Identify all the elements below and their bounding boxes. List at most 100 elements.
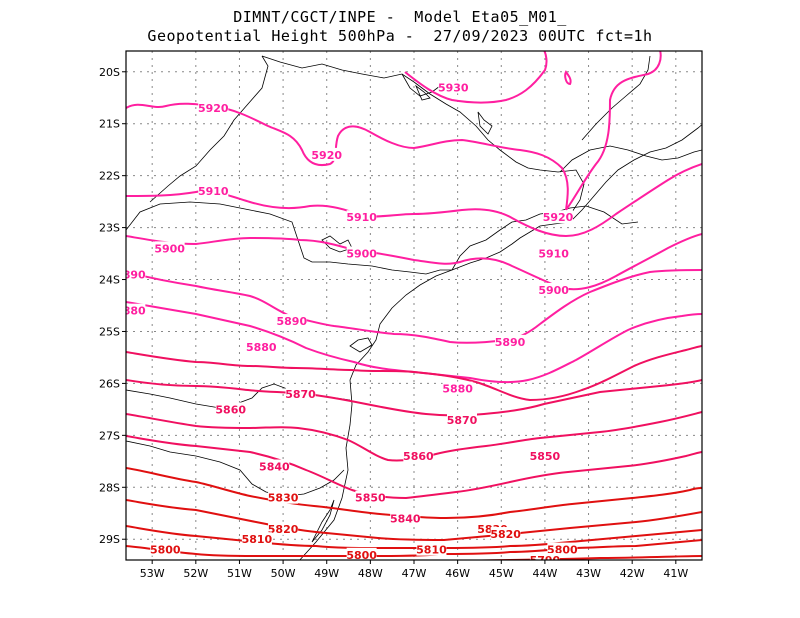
contour-label-bg	[215, 402, 246, 416]
lat-label: 24S	[99, 274, 120, 287]
lat-label: 25S	[99, 325, 120, 338]
contour-label-5880: 5880	[246, 341, 277, 354]
contour-label-bg	[543, 210, 573, 224]
contour-label-bg	[268, 521, 299, 535]
contour-label-5900: 5900	[538, 284, 569, 297]
contour-5880	[126, 301, 702, 384]
contour-label-5910: 5910	[198, 185, 229, 198]
contour-label-bg	[403, 449, 434, 463]
contour-5820	[126, 499, 702, 542]
contour-label-5890: 5890	[115, 268, 146, 281]
contour-label-bg	[126, 267, 146, 281]
contour-label-bg	[442, 381, 473, 395]
contour-label-bg	[259, 459, 290, 473]
contour-label-bg	[198, 184, 229, 198]
contour-label-bg	[241, 532, 272, 546]
contour-label-5890: 5890	[495, 336, 526, 349]
contour-label-bg	[355, 490, 386, 504]
contour-5910	[126, 163, 702, 238]
contour-5930	[564, 70, 572, 86]
lon-label: 46W	[445, 567, 470, 580]
contour-label-bg	[447, 412, 477, 426]
contour-label-5870: 5870	[285, 388, 316, 401]
contour-label-5800: 5800	[150, 544, 181, 557]
contour-label-5820: 5820	[268, 523, 299, 536]
contour-label-5840: 5840	[259, 461, 290, 474]
contour-label-bg	[346, 547, 377, 560]
contour-label-bg	[246, 340, 277, 354]
lon-label: 45W	[489, 567, 514, 580]
reservoir	[477, 111, 493, 135]
contour-label-5810: 5810	[416, 544, 447, 557]
lon-label: 49W	[314, 567, 339, 580]
contour-label-5850: 5850	[355, 492, 386, 505]
contour-5870	[126, 345, 702, 402]
contour-label-5810: 5810	[242, 533, 273, 546]
lon-label: 53W	[140, 567, 165, 580]
contour-label-5830: 5830	[268, 492, 299, 505]
contour-label-bg	[198, 101, 229, 115]
contour-label-bg	[346, 210, 377, 224]
lat-label: 29S	[99, 533, 120, 546]
contour-label-5880: 5880	[442, 383, 473, 396]
state-border	[149, 55, 269, 203]
state-border	[261, 55, 585, 221]
contour-label-bg	[346, 246, 377, 260]
contour-label-5870: 5870	[447, 414, 478, 427]
lon-label: 50W	[271, 567, 296, 580]
contour-label-5860: 5860	[215, 403, 246, 416]
grid-lines	[126, 51, 702, 560]
lon-label: 51W	[227, 567, 252, 580]
contour-label-bg	[538, 282, 569, 296]
contour-label-5900: 5900	[346, 248, 377, 261]
lagoon	[311, 499, 335, 543]
contour-5790	[456, 555, 702, 560]
state-border	[126, 440, 345, 497]
contour-label-bg	[490, 527, 521, 541]
contour-label-5860: 5860	[403, 450, 434, 463]
lon-label: 42W	[620, 567, 645, 580]
contour-label-5850: 5850	[530, 450, 561, 463]
contour-label-bg	[390, 511, 421, 525]
bay-outline	[349, 337, 373, 353]
contour-label-5900: 5900	[154, 242, 185, 255]
lon-label: 48W	[358, 567, 383, 580]
lat-label: 27S	[99, 429, 120, 442]
contour-label-bg	[495, 334, 525, 348]
contour-label-5820: 5820	[490, 528, 521, 541]
contour-label-5920: 5920	[543, 211, 574, 224]
contour-labels: 5930 5920 5920 5920 5910 5910 5910 5900 5900 5900…	[115, 80, 578, 562]
lat-label: 23S	[99, 222, 120, 235]
contour-label-bg	[268, 490, 299, 504]
lon-label: 52W	[183, 567, 208, 580]
contour-lines	[126, 51, 702, 560]
contour-5810	[126, 525, 702, 550]
contour-5860	[126, 379, 702, 417]
contour-label-bg	[529, 449, 560, 463]
contour-label-5910: 5910	[346, 211, 377, 224]
contour-5900	[126, 233, 702, 291]
lat-label: 22S	[99, 170, 120, 183]
coastline	[299, 124, 702, 560]
contour-5890	[126, 269, 702, 344]
contour-label-5800: 5800	[346, 549, 377, 562]
contour-label-5840: 5840	[390, 512, 421, 525]
state-border	[581, 55, 651, 141]
state-border	[559, 145, 702, 173]
contour-label-5930: 5930	[438, 81, 469, 94]
contour-label-bg	[154, 241, 185, 255]
lon-label: 47W	[402, 567, 427, 580]
title-line-2: Geopotential Height 500hPa - 27/09/2023 …	[147, 27, 653, 45]
contour-5930	[404, 51, 548, 104]
reservoir	[415, 84, 431, 101]
contour-label-bg	[126, 303, 146, 317]
contour-label-5890: 5890	[277, 315, 308, 328]
contour-label-5920: 5920	[311, 149, 342, 162]
contour-label-5910: 5910	[538, 248, 569, 261]
contour-label-bg	[416, 542, 447, 556]
contour-label-5880: 5880	[115, 305, 146, 318]
lat-label: 28S	[99, 481, 120, 494]
lon-label: 41W	[663, 567, 688, 580]
map-frame	[125, 50, 703, 561]
